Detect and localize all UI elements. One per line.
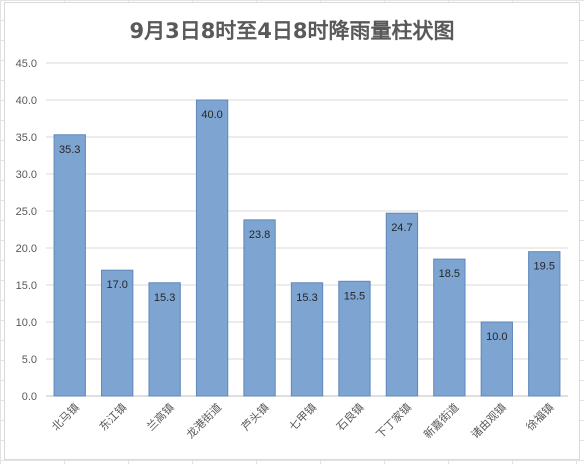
bar[interactable] [385,212,419,397]
bar[interactable] [480,321,513,397]
data-label: 35.3 [59,144,80,156]
y-axis-ticks: 0.0 5.0 10.0 15.0 20.0 25.0 30.0 35.0 40.0 45.0 [16,58,37,403]
y-tick-label: 10.0 [16,317,37,329]
bar[interactable] [290,282,324,397]
data-label: 17.0 [106,279,127,291]
data-label: 10.0 [486,331,507,343]
bar[interactable] [53,134,86,397]
data-label: 15.3 [154,292,175,304]
bar[interactable] [528,251,561,397]
bar[interactable] [433,258,466,397]
bar[interactable] [338,280,371,397]
y-tick-label: 5.0 [22,354,37,366]
x-category-label: 下丁家镇 [373,400,414,441]
bar[interactable] [243,219,276,397]
y-tick-label: 20.0 [16,243,37,255]
x-category-label: 诸由观镇 [468,400,509,441]
x-axis-categories: 北马镇 东江镇 兰高镇 龙港街道 芦头镇 七甲镇 石良镇 下丁家镇 新嘉街道 诸由观镇 徐福镇 [49,400,557,441]
y-tick-label: 25.0 [16,206,37,218]
y-tick-label: 45.0 [16,58,37,70]
data-label: 15.3 [296,292,317,304]
bar[interactable] [195,99,229,397]
x-category-label: 石良镇 [333,400,366,433]
x-category-label: 兰高镇 [144,400,177,433]
y-tick-label: 30.0 [16,169,37,181]
bars [53,99,561,397]
data-label: 15.5 [344,290,365,302]
y-tick-label: 15.0 [16,280,37,292]
data-label: 18.5 [439,268,460,280]
bar[interactable] [148,282,181,397]
x-category-label: 新嘉街道 [420,400,461,441]
y-tick-label: 0.0 [22,391,37,403]
y-tick-label: 40.0 [16,95,37,107]
data-labels: 35.3 17.0 15.3 40.0 23.8 15.3 15.5 24.7 18.5 10.0… [59,109,555,343]
data-label: 24.7 [391,222,412,234]
x-category-label: 龙港街道 [183,400,224,441]
x-category-label: 徐福镇 [523,400,556,433]
x-category-label: 东江镇 [96,400,129,433]
data-label: 23.8 [249,229,270,241]
x-category-label: 七甲镇 [286,400,319,433]
y-tick-label: 35.0 [16,132,37,144]
bar[interactable] [101,269,134,397]
data-label: 19.5 [534,261,555,273]
x-category-label: 芦头镇 [238,400,271,433]
x-category-label: 北马镇 [49,400,82,433]
chart-title: 9月3日8时至4日8时降雨量柱状图 [129,19,454,43]
data-label: 40.0 [201,109,222,121]
